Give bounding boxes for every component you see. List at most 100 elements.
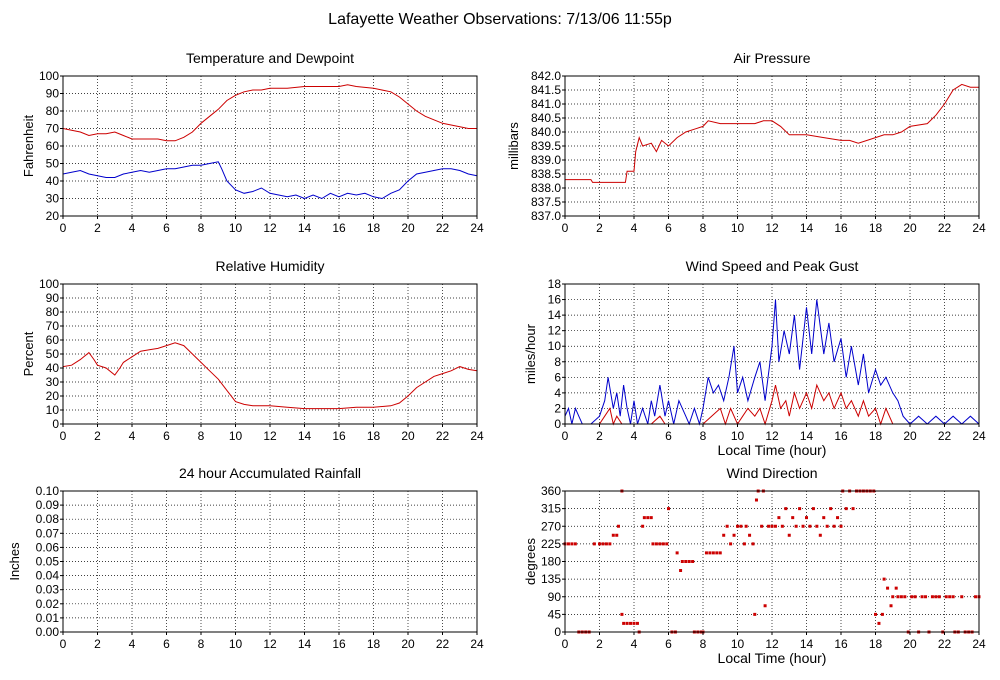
direction-series-0-point	[780, 524, 784, 528]
direction-series-0-point	[773, 524, 777, 528]
wind-xtick-label: 8	[700, 429, 707, 443]
humidity-ytick-label: 20	[46, 389, 60, 403]
rain-xtick-label: 4	[129, 637, 136, 651]
wind-xtick-label: 2	[596, 429, 603, 443]
direction-series-0-point	[851, 507, 855, 511]
direction-series-0-point	[632, 621, 636, 625]
rain-ytick-label: 0.03	[36, 583, 60, 597]
humidity-xtick-label: 2	[94, 429, 101, 443]
rain-xtick-label: 20	[401, 637, 415, 651]
direction-series-0-point	[930, 595, 934, 599]
direction-series-0-point	[625, 621, 629, 625]
direction-series-0-point	[798, 507, 802, 511]
direction-series-0-point	[934, 595, 938, 599]
wind-ytick-label: 12	[548, 324, 562, 338]
direction-xtick-label: 18	[869, 637, 883, 651]
humidity-xtick-label: 10	[229, 429, 243, 443]
direction-series-0-point	[937, 595, 941, 599]
rain-xtick-label: 2	[94, 637, 101, 651]
direction-ytick-label: 315	[541, 502, 561, 516]
direction-series-0-point	[948, 595, 952, 599]
rain-ytick-label: 0.09	[36, 498, 60, 512]
direction-ytick-label: 270	[541, 519, 561, 533]
direction-series-0-point	[910, 595, 914, 599]
pressure-ytick-label: 841.0	[531, 97, 561, 111]
wind-xtick-label: 6	[665, 429, 672, 443]
pressure-xtick-label: 6	[665, 221, 672, 235]
rain-ytick-label: 0.08	[36, 512, 60, 526]
direction-series-0-point	[646, 516, 650, 520]
direction-xtick-label: 12	[765, 637, 779, 651]
direction-series-0-point	[811, 507, 815, 511]
temp-xtick-label: 4	[129, 221, 136, 235]
direction-series-0-point	[649, 516, 653, 520]
direction-series-0-point	[679, 569, 683, 573]
wind-xtick-label: 20	[903, 429, 917, 443]
temp-ytick-label: 30	[46, 192, 60, 206]
direction-series-0-point	[708, 551, 712, 555]
direction-series-0-point	[616, 524, 620, 528]
temp-xtick-label: 20	[401, 221, 415, 235]
direction-series-0-point	[899, 595, 903, 599]
direction-ytick-label: 225	[541, 537, 561, 551]
direction-xtick-label: 2	[596, 637, 603, 651]
rain-xtick-label: 10	[229, 637, 243, 651]
direction-series-0-point	[680, 560, 684, 563]
direction-series-0-point	[808, 524, 812, 528]
rain-ytick-label: 0.00	[36, 625, 60, 639]
pressure-xtick-label: 14	[800, 221, 814, 235]
rain-ytick-label: 0.01	[36, 611, 60, 625]
direction-series-0-point	[787, 533, 791, 537]
direction-series-0-point	[767, 524, 771, 528]
direction-series-0-point	[642, 516, 646, 520]
temp-xtick-label: 12	[263, 221, 277, 235]
direction-series-0-point	[880, 612, 884, 616]
rain-ytick-label: 0.10	[36, 484, 60, 498]
wind-xtick-label: 4	[631, 429, 638, 443]
wind-xlabel: Local Time (hour)	[718, 442, 827, 458]
humidity-xtick-label: 8	[198, 429, 205, 443]
direction-series-0-point	[920, 595, 924, 599]
temp-xtick-label: 0	[60, 221, 67, 235]
wind-xtick-label: 12	[765, 429, 779, 443]
direction-series-0-point	[844, 507, 848, 511]
pressure-ytick-label: 838.5	[531, 167, 561, 181]
direction-series-0-point	[598, 542, 601, 546]
direction-series-0-point	[570, 542, 574, 546]
direction-series-0-point	[903, 595, 907, 599]
direction-series-0-point	[784, 507, 788, 511]
direction-ytick-label: 180	[541, 555, 561, 569]
pressure-xtick-label: 2	[596, 221, 603, 235]
wind-xtick-label: 0	[562, 429, 569, 443]
rain-xtick-label: 22	[436, 637, 450, 651]
pressure-title: Air Pressure	[733, 50, 810, 66]
direction-series-0-point	[886, 586, 890, 590]
rain-ylabel: Inches	[7, 542, 22, 581]
humidity-xtick-label: 4	[129, 429, 136, 443]
direction-xlabel: Local Time (hour)	[718, 650, 827, 666]
humidity-ytick-label: 40	[46, 361, 60, 375]
direction-ytick-label: 90	[548, 590, 562, 604]
direction-title: Wind Direction	[726, 465, 817, 481]
direction-xtick-label: 6	[665, 637, 672, 651]
temp-ytick-label: 50	[46, 157, 60, 171]
rain-xtick-label: 16	[332, 637, 346, 651]
humidity-xtick-label: 6	[163, 429, 170, 443]
pressure-xtick-label: 16	[834, 221, 848, 235]
direction-series-0-point	[684, 560, 688, 563]
direction-xtick-label: 20	[903, 637, 917, 651]
humidity-title: Relative Humidity	[216, 258, 325, 274]
direction-series-0-point	[832, 524, 836, 528]
direction-xtick-label: 8	[700, 637, 707, 651]
wind-xtick-label: 10	[731, 429, 745, 443]
direction-series-0-point	[691, 560, 695, 563]
direction-xtick-label: 10	[731, 637, 745, 651]
direction-series-0-point	[913, 595, 917, 599]
humidity-ytick-label: 90	[46, 291, 60, 305]
direction-series-0-point	[667, 507, 670, 511]
direction-series-0-point	[951, 595, 955, 599]
pressure-xtick-label: 24	[972, 221, 986, 235]
